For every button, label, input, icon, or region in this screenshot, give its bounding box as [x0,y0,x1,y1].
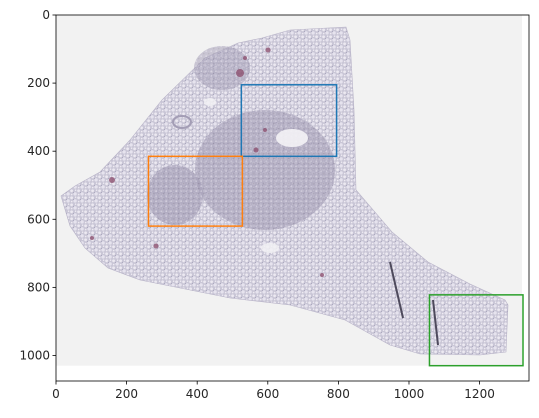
fold-line [389,261,404,319]
bounding-box-3 [428,294,524,367]
airway-lumen [204,98,216,106]
tissue-dense-region [147,165,203,225]
stain-spots [90,47,324,277]
plot-area [56,15,524,367]
bounding-box-2 [147,155,244,227]
y-tick-label: 0 [42,8,50,22]
x-tick-label: 800 [327,387,350,401]
y-tick-label: 400 [27,144,50,158]
airway-lumen [172,115,192,129]
bounding-box-1 [240,84,338,158]
tissue-dense-region [194,46,250,90]
x-tick-label: 400 [186,387,209,401]
airway-lumen [276,129,308,147]
tissue-section [60,26,509,356]
y-tick-label: 200 [27,76,50,90]
axes-frame [55,14,530,382]
y-tick-label: 1000 [19,348,50,362]
x-axis-ticks: 0 200 400 600 800 1000 1200 [52,381,495,401]
airway-lumen [261,243,279,253]
y-axis-ticks: 0 200 400 600 800 1000 [19,8,56,362]
fold-line [432,299,439,346]
x-tick-label: 200 [115,387,138,401]
y-tick-label: 800 [27,280,50,294]
x-tick-label: 0 [52,387,60,401]
bounding-boxes [147,84,524,367]
y-tick-label: 600 [27,212,50,226]
x-tick-label: 1000 [394,387,425,401]
x-tick-label: 600 [256,387,279,401]
x-tick-label: 1200 [464,387,495,401]
